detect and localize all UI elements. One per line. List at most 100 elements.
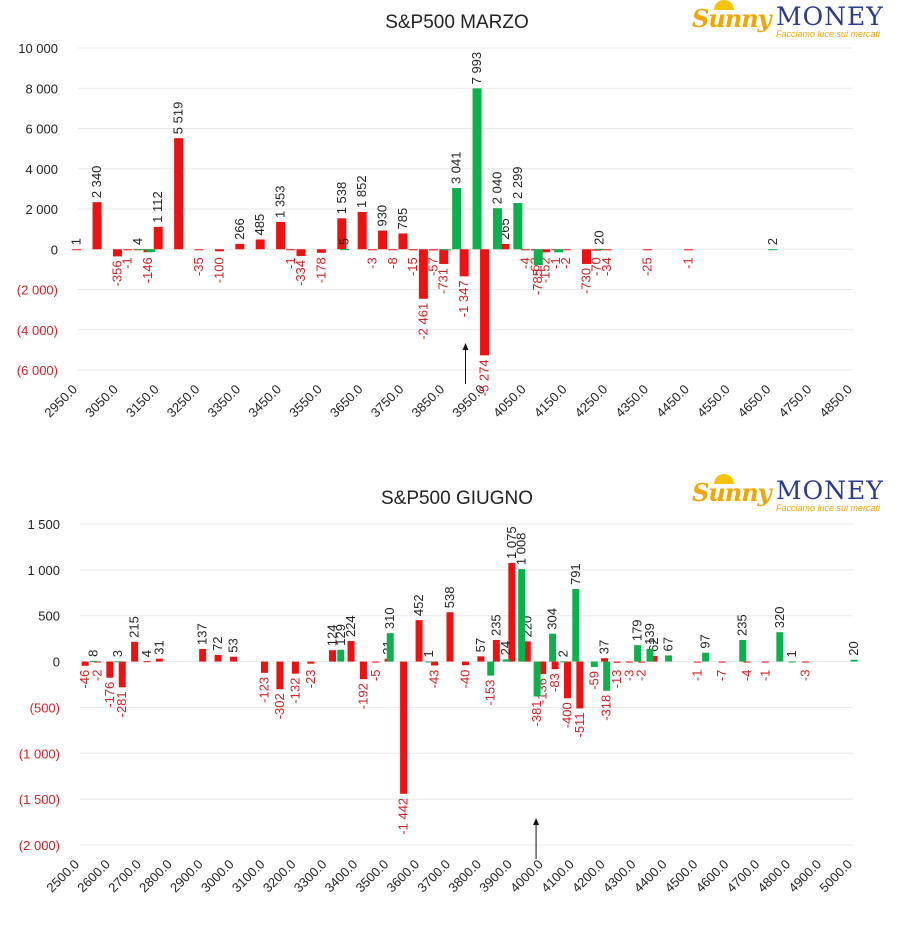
data-label: 2 040 — [489, 172, 504, 205]
bar — [472, 88, 482, 250]
bar — [307, 661, 315, 664]
data-label: 1 — [784, 650, 799, 657]
x-tick-label: 3400.0 — [322, 857, 361, 896]
data-label: -123 — [256, 677, 271, 703]
bar — [559, 661, 567, 663]
data-label: 485 — [252, 214, 267, 236]
data-label: -13 — [609, 670, 624, 689]
data-label: 2 — [765, 238, 780, 245]
data-label: 5 519 — [171, 102, 186, 135]
data-label: -334 — [293, 260, 308, 286]
data-label: -281 — [114, 691, 129, 717]
bar — [425, 661, 433, 663]
data-label: 37 — [597, 640, 612, 654]
data-label: 2 — [555, 650, 570, 657]
bar — [143, 661, 151, 663]
x-tick-label: 2600.0 — [74, 857, 113, 896]
bar — [603, 661, 611, 691]
data-label: -43 — [427, 670, 442, 689]
bar — [533, 249, 543, 266]
y-tick-label: (1 500) — [19, 792, 60, 807]
bar — [408, 249, 418, 251]
data-label: -146 — [140, 257, 155, 283]
data-label: 53 — [226, 638, 241, 652]
data-label: 5 — [336, 238, 351, 245]
x-tick-label: 4650.0 — [735, 382, 774, 421]
bar — [601, 658, 609, 662]
data-label: 785 — [395, 208, 410, 230]
bar — [359, 661, 367, 680]
bar — [761, 661, 769, 663]
bar — [235, 243, 245, 250]
arrow-head-icon — [533, 818, 540, 825]
bar — [153, 226, 163, 250]
bar — [594, 248, 604, 250]
bar — [850, 659, 858, 662]
chart-panel-marzo: (6 000) (4 000) (2 000) 0 2 000 4 000 6 000 8 0… — [0, 0, 914, 460]
data-label: -2 — [634, 670, 649, 682]
bar — [276, 661, 284, 690]
bar — [480, 249, 490, 356]
x-tick-label: 3700.0 — [414, 857, 453, 896]
bar — [337, 218, 347, 250]
x-tick-label: 4800.0 — [755, 857, 794, 896]
data-label: -1 — [548, 257, 563, 269]
x-tick-label: 4350.0 — [612, 382, 651, 421]
bar — [643, 249, 653, 251]
logo-word-money: MONEY — [776, 476, 884, 505]
data-label: -1 — [120, 257, 135, 269]
x-tick-label: 2950.0 — [41, 382, 80, 421]
logo-giugno: Sunny MONEY Facciamo luce sui mercati — [692, 474, 892, 516]
data-label: 1 112 — [150, 191, 165, 223]
bar — [255, 239, 265, 250]
data-label: 97 — [698, 634, 713, 648]
data-label: -40 — [457, 670, 472, 689]
x-tick-label: 4300.0 — [600, 857, 639, 896]
data-label: -15 — [405, 257, 420, 276]
x-tick-label: 3100.0 — [229, 857, 268, 896]
data-label: -46 — [77, 670, 92, 689]
bar — [347, 641, 355, 662]
bar — [146, 249, 156, 253]
x-tick-label: 4550.0 — [694, 382, 733, 421]
x-tick-label: 3800.0 — [445, 857, 484, 896]
bar — [693, 661, 701, 663]
data-label: -178 — [313, 257, 328, 283]
data-label: 1 353 — [273, 185, 288, 218]
data-label: -1 — [689, 670, 704, 682]
bar — [400, 661, 408, 794]
data-label: 137 — [195, 623, 210, 645]
x-tick-label: 3450.0 — [245, 382, 284, 421]
data-label: -2 — [90, 670, 105, 682]
y-tick-label: 500 — [38, 609, 60, 624]
arrow-head-icon — [462, 343, 469, 350]
bar — [776, 632, 784, 662]
logo-word-money: MONEY — [776, 2, 884, 31]
bar — [328, 650, 336, 662]
data-label: 1 — [69, 238, 84, 245]
data-label: 1 852 — [354, 175, 369, 208]
data-label: 124 — [324, 624, 339, 646]
bar — [508, 562, 516, 662]
x-tick-label: 4700.0 — [724, 857, 763, 896]
logo-word-sunny: Sunny — [692, 4, 772, 33]
data-label: 235 — [735, 614, 750, 636]
data-label: 304 — [545, 608, 560, 630]
data-label: 1 008 — [514, 533, 529, 566]
data-label: -302 — [272, 693, 287, 719]
data-label: 3 041 — [449, 152, 464, 185]
y-tick-label: 0 — [53, 655, 60, 670]
bar — [551, 661, 559, 670]
y-tick-label: 0 — [51, 242, 58, 257]
data-label: -1 — [283, 257, 298, 269]
data-label: -1 — [680, 257, 695, 269]
x-tick-label: 5000.0 — [816, 857, 855, 896]
bar — [291, 661, 299, 674]
x-tick-label: 3150.0 — [123, 382, 162, 421]
y-tick-label: (6 000) — [17, 363, 58, 378]
bar — [214, 249, 224, 252]
bar — [665, 655, 673, 662]
data-label: -356 — [109, 260, 124, 286]
x-tick-label: 3900.0 — [476, 857, 515, 896]
bar — [572, 589, 580, 662]
